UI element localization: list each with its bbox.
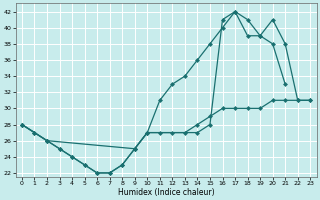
X-axis label: Humidex (Indice chaleur): Humidex (Indice chaleur)	[118, 188, 214, 197]
